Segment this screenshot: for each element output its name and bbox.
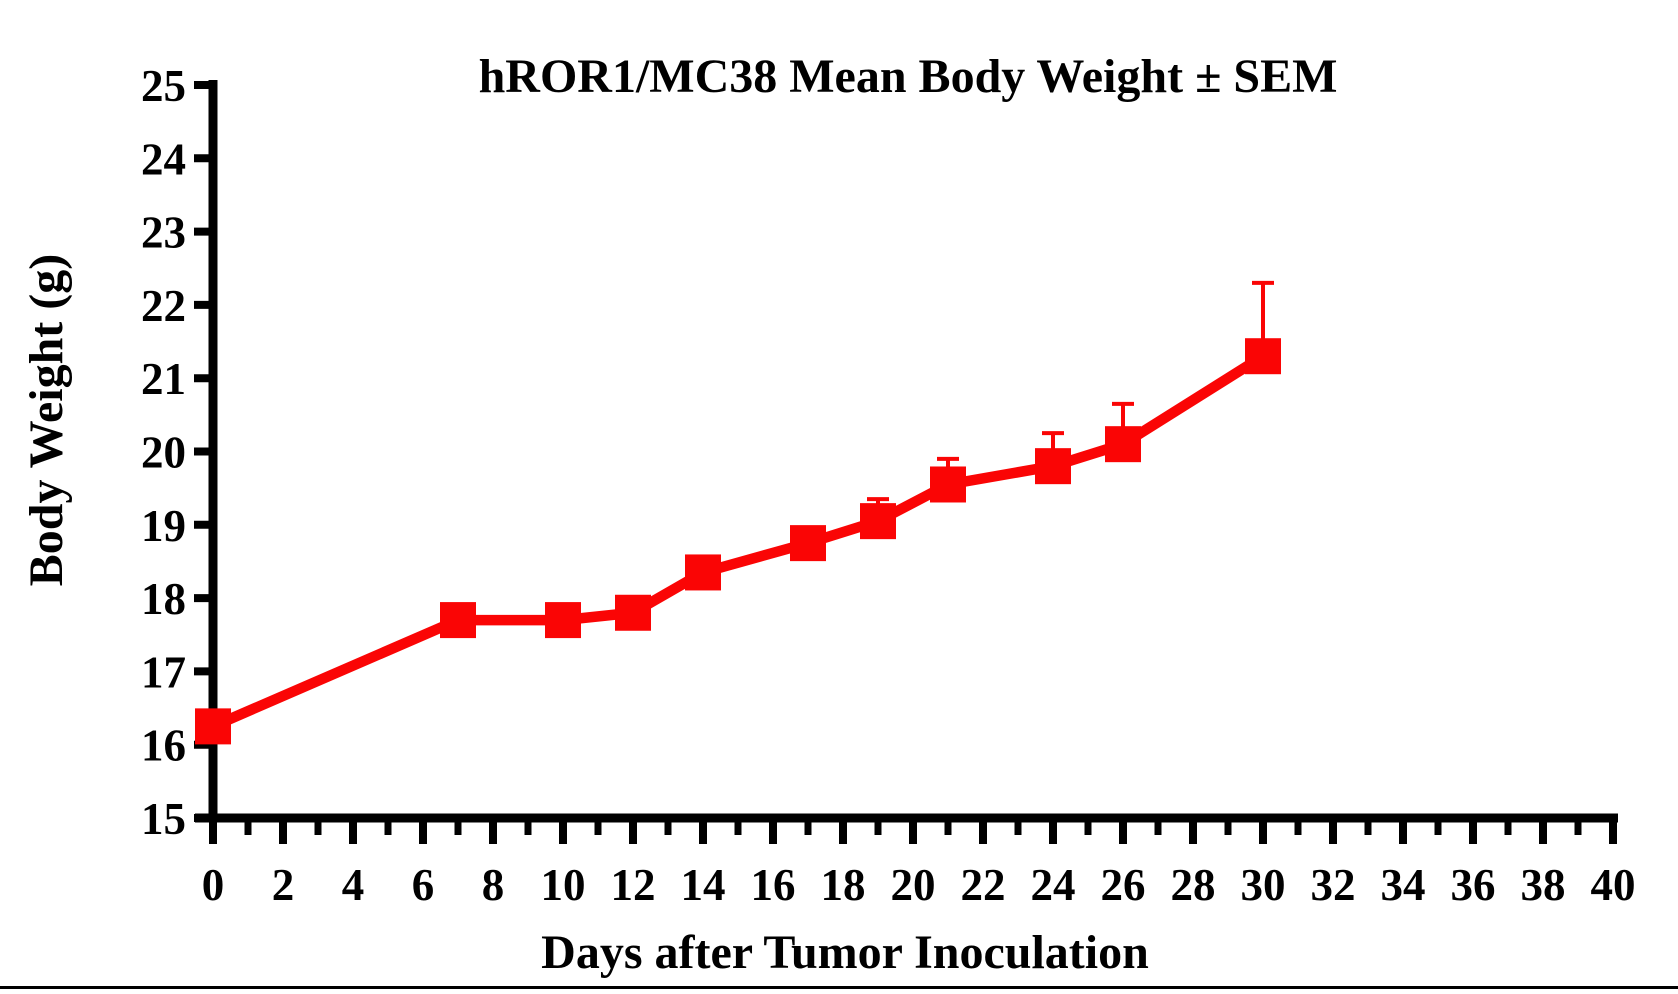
data-point-marker	[930, 466, 966, 503]
data-point-marker	[860, 503, 896, 540]
x-tick-label: 10	[541, 860, 586, 910]
data-point-marker	[545, 602, 581, 639]
y-tick-label: 24	[141, 134, 186, 184]
x-tick-label: 14	[681, 860, 726, 910]
y-tick-label: 15	[141, 794, 186, 844]
x-tick-label: 26	[1101, 860, 1146, 910]
x-tick-label: 32	[1311, 860, 1356, 910]
x-tick-label: 12	[611, 860, 656, 910]
y-tick-label: 21	[141, 354, 186, 404]
x-tick-label: 6	[412, 860, 435, 910]
data-point-marker	[790, 525, 826, 562]
x-tick-label: 34	[1381, 860, 1426, 910]
data-point-marker	[1105, 426, 1141, 463]
axes-layer	[194, 80, 1618, 844]
x-tick-label: 30	[1241, 860, 1286, 910]
x-tick-label: 28	[1171, 860, 1216, 910]
x-tick-label: 20	[891, 860, 936, 910]
x-tick-label: 36	[1451, 860, 1496, 910]
y-tick-label: 19	[141, 501, 186, 551]
y-tick-label: 22	[141, 281, 186, 331]
bottom-rule	[0, 986, 1678, 989]
chart-title: hROR1/MC38 Mean Body Weight ± SEM	[479, 50, 1338, 103]
x-tick-label: 2	[272, 860, 295, 910]
x-tick-label: 22	[961, 860, 1006, 910]
data-point-marker	[615, 594, 651, 631]
series-line	[210, 351, 1266, 732]
data-point-marker	[1245, 338, 1281, 375]
x-tick-label: 8	[482, 860, 505, 910]
series-hror1-mc38	[195, 280, 1281, 745]
x-tick-label: 24	[1031, 860, 1076, 910]
x-tick-label: 4	[342, 860, 365, 910]
x-tick-label: 40	[1591, 860, 1636, 910]
y-tick-label: 25	[141, 61, 186, 111]
x-tick-label: 38	[1521, 860, 1566, 910]
x-tick-label: 16	[751, 860, 796, 910]
y-tick-label: 20	[141, 428, 186, 478]
data-point-marker	[440, 602, 476, 639]
x-tick-label: 0	[202, 860, 225, 910]
x-tick-label: 18	[821, 860, 866, 910]
y-axis-title: Body Weight (g)	[20, 254, 73, 586]
x-axis-title: Days after Tumor Inoculation	[541, 926, 1149, 979]
y-tick-label: 16	[141, 721, 186, 771]
data-point-marker	[195, 708, 231, 745]
data-point-marker	[1035, 448, 1071, 485]
y-tick-label: 18	[141, 574, 186, 624]
y-tick-label: 23	[141, 208, 186, 258]
y-tick-label: 17	[141, 647, 186, 697]
data-point-marker	[685, 554, 721, 591]
